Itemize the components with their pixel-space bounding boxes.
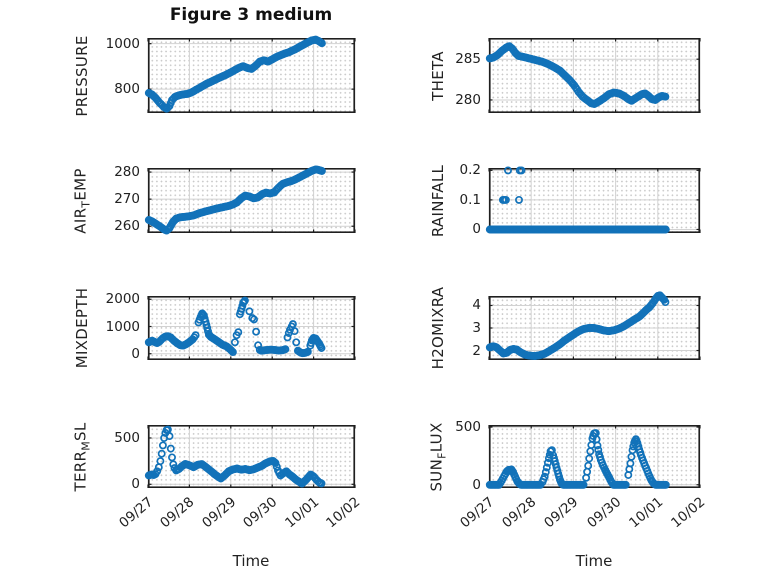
data-markers: [144, 35, 326, 113]
data-markers: [485, 166, 670, 234]
y-tick-label: 800: [114, 81, 140, 98]
plot-area-air_temp: [144, 165, 356, 235]
y-tick-label: 260: [114, 218, 140, 235]
tick-marks: [147, 38, 356, 113]
figure-title: Figure 3 medium: [169, 5, 333, 25]
subplot-theta: [485, 38, 701, 114]
axes-frame: [488, 168, 701, 234]
major-gridlines: [147, 425, 356, 488]
plot-area-theta: [485, 38, 701, 114]
y-tick-label: 4: [472, 297, 481, 314]
plot-area-h2omixra: [485, 291, 701, 361]
y-tick-label: 270: [114, 191, 140, 208]
y-tick-label: 0.1: [459, 191, 481, 208]
plot-area-terr_msl: [144, 425, 356, 489]
y-tick-label: 0: [131, 345, 140, 362]
y-tick-label: 0.2: [459, 162, 481, 179]
y-tick-label: 1000: [105, 318, 140, 335]
subplot-rainfall: [485, 166, 701, 234]
tick-marks: [488, 168, 701, 233]
subplot-mixdepth: [144, 296, 356, 361]
major-gridlines: [488, 168, 701, 233]
plot-area-pressure: [144, 35, 356, 114]
y-tick-label: 0: [472, 221, 481, 238]
y-tick-label: 285: [455, 51, 481, 68]
axes-frame: [488, 425, 701, 489]
tick-marks: [147, 425, 356, 488]
data-markers: [144, 296, 326, 358]
data-markers: [485, 291, 670, 360]
y-tick-label: 500: [455, 419, 481, 436]
major-gridlines: [147, 38, 356, 113]
plot-area-mixdepth: [144, 296, 356, 361]
y-tick-label: 0: [131, 476, 140, 493]
x-axis-label-left: Time: [232, 552, 270, 570]
data-markers: [144, 165, 326, 235]
axes-frame: [147, 296, 356, 361]
data-markers: [485, 42, 670, 108]
y-tick-label: 280: [455, 91, 481, 108]
y-tick-label: 0: [472, 476, 481, 493]
data-markers: [144, 425, 326, 488]
y-tick-label: 280: [114, 164, 140, 181]
axes-frame: [147, 38, 356, 114]
y-tick-label: 3: [472, 320, 481, 336]
plot-area-rainfall: [485, 166, 701, 234]
axes-frame: [147, 425, 356, 489]
y-tick-label: 500: [114, 429, 140, 446]
data-markers: [485, 429, 670, 489]
tick-marks: [147, 296, 356, 360]
plot-area-sun_flux: [485, 425, 701, 489]
y-tick-label: 2: [472, 342, 481, 359]
major-gridlines: [488, 425, 701, 488]
tick-marks: [488, 425, 701, 488]
subplot-air_temp: [144, 165, 356, 235]
tick-marks: [488, 38, 701, 113]
x-axis-label-right: Time: [575, 552, 613, 570]
subplot-sun_flux: [485, 425, 701, 489]
subplot-pressure: [144, 35, 356, 114]
y-tick-label: 1000: [105, 35, 140, 52]
subplot-terr_msl: [144, 425, 356, 489]
subplot-h2omixra: [485, 291, 701, 361]
y-tick-label: 2000: [105, 291, 140, 308]
axes-frame: [488, 38, 701, 114]
